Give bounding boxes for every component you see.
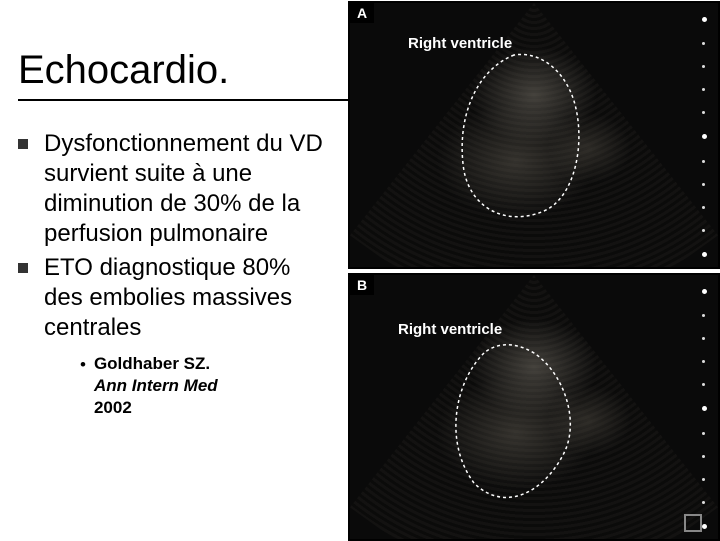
bullet-item: ETO diagnostique 80% des embolies massiv… [18, 253, 328, 343]
bullet-text: Dysfonctionnement du VD survient suite à… [44, 129, 328, 249]
image-column: A Right ventricle B Right ventricle [348, 1, 720, 541]
citation-year: 2002 [94, 398, 132, 417]
rv-label: Right ventricle [398, 321, 502, 338]
citation-author: Goldhaber SZ. [94, 354, 210, 373]
bullet-dot-icon: • [80, 354, 86, 376]
depth-ticks [702, 289, 712, 529]
corner-marker-icon [684, 514, 702, 532]
bullet-item: Dysfonctionnement du VD survient suite à… [18, 129, 328, 249]
panel-letter: B [350, 275, 374, 295]
depth-ticks [702, 17, 712, 257]
panel-letter: A [350, 3, 374, 23]
echo-panel-b: B Right ventricle [348, 273, 720, 541]
text-column: Dysfonctionnement du VD survient suite à… [18, 129, 338, 540]
bullet-square-icon [18, 139, 28, 149]
bullet-square-icon [18, 263, 28, 273]
echo-panel-a: A Right ventricle [348, 1, 720, 269]
bullet-text: ETO diagnostique 80% des embolies massiv… [44, 253, 328, 343]
rv-label: Right ventricle [408, 35, 512, 52]
citation-journal: Ann Intern Med [94, 376, 218, 395]
citation-item: • Goldhaber SZ. Ann Intern Med 2002 [80, 353, 328, 419]
